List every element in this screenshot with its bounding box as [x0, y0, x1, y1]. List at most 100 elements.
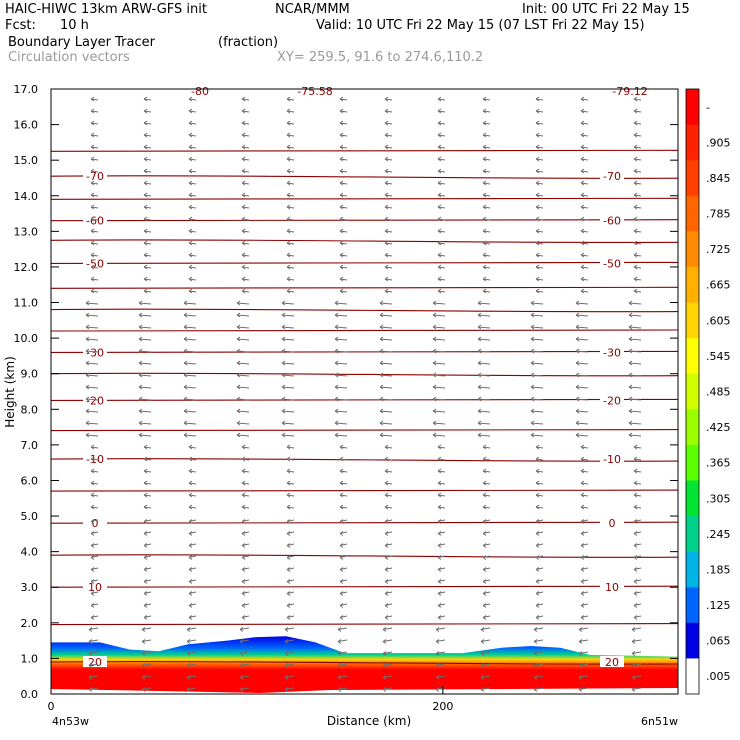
circulation-vector [339, 603, 348, 608]
circulation-vector [432, 360, 446, 366]
circulation-vector [535, 108, 544, 114]
circulation-vector [188, 543, 197, 548]
circulation-vector [628, 300, 642, 306]
y-tick-label: 3.0 [21, 581, 39, 594]
circulation-vector [432, 396, 446, 402]
circulation-vector [379, 300, 393, 306]
circulation-vector [633, 543, 642, 548]
circulation-vector [281, 360, 295, 366]
contour-label-bg [600, 453, 624, 465]
circulation-vector [578, 663, 589, 668]
circulation-vector [88, 687, 99, 692]
circulation-vector [628, 396, 642, 402]
circulation-vector [535, 519, 544, 524]
circulation-vector [281, 300, 295, 306]
circulation-vector [334, 300, 348, 306]
circulation-vector [435, 627, 446, 632]
circulation-vector [482, 228, 491, 234]
circulation-vector [477, 384, 491, 390]
circulation-vector [482, 264, 491, 270]
circulation-vector [286, 252, 295, 258]
temperature-contour [50, 489, 679, 492]
circulation-vector [188, 276, 197, 282]
circulation-vector [339, 216, 348, 222]
circulation-vector [188, 444, 197, 450]
circulation-vector [580, 216, 589, 222]
circulation-vector [241, 216, 250, 222]
circulation-vector [437, 456, 446, 462]
circulation-vector [382, 675, 393, 680]
circulation-vector [337, 627, 348, 632]
circulation-vector [575, 420, 589, 426]
colorbar-swatch [686, 622, 699, 660]
circulation-vector [339, 204, 348, 210]
circulation-vector [530, 432, 544, 438]
y-tick-label: 10.0 [14, 332, 39, 345]
circulation-vector [90, 579, 99, 584]
circulation-vector [241, 480, 250, 486]
colorbar-swatch [686, 516, 699, 553]
circulation-vector [141, 675, 152, 680]
circulation-vector [286, 531, 295, 536]
circulation-vector [339, 480, 348, 486]
circulation-vector [339, 555, 348, 560]
circulation-vector [241, 591, 250, 596]
circulation-vector [339, 468, 348, 474]
colorbar-label: - [706, 101, 710, 114]
colorbar-swatch [686, 124, 699, 161]
circulation-vector [241, 504, 250, 510]
circulation-vector [183, 372, 197, 378]
circulation-vector [628, 312, 642, 318]
colorbar-label: .365 [706, 457, 731, 470]
circulation-vector [339, 519, 348, 524]
circulation-vector [339, 120, 348, 126]
circulation-vector [241, 555, 250, 560]
circulation-vector [480, 627, 491, 632]
circulation-vector [382, 663, 393, 668]
circulation-vector [633, 456, 642, 462]
contour-label: -20 [86, 394, 104, 407]
contour-label-bg [600, 257, 624, 269]
circulation-vector [236, 408, 250, 414]
circulation-vector [633, 168, 642, 174]
temperature-contour [50, 175, 679, 179]
temperature-contour [50, 286, 679, 289]
circulation-vector [633, 504, 642, 510]
circulation-vector [339, 96, 348, 102]
colorbar-swatch [686, 89, 699, 126]
circulation-vector [183, 408, 197, 414]
circulation-vector [183, 348, 197, 354]
circulation-vector [183, 300, 197, 306]
circulation-vector [633, 252, 642, 258]
circulation-vector [530, 360, 544, 366]
circulation-vector [384, 543, 393, 548]
circulation-vector [384, 264, 393, 270]
valid-time: Valid: 10 UTC Fri 22 May 15 (07 LST Fri … [316, 18, 645, 33]
circulation-vector [580, 276, 589, 282]
circulation-vector [334, 396, 348, 402]
circulation-vector [482, 555, 491, 560]
circulation-vector [535, 615, 544, 620]
circulation-vector [633, 156, 642, 162]
circulation-vector [432, 420, 446, 426]
circulation-vector [533, 663, 544, 668]
circulation-vector [241, 144, 250, 150]
circulation-vector [143, 555, 152, 560]
xy-range: XY= 259.5, 91.6 to 274.6,110.2 [277, 50, 484, 65]
circulation-vector [85, 348, 99, 354]
circulation-vector [384, 531, 393, 536]
circulation-vector [384, 240, 393, 246]
circulation-vector [535, 96, 544, 102]
init-time: Init: 00 UTC Fri 22 May 15 [522, 2, 690, 17]
circulation-vector [477, 408, 491, 414]
circulation-vector [384, 456, 393, 462]
circulation-vector [241, 603, 250, 608]
circulation-vector [143, 108, 152, 114]
colorbar-swatch [686, 195, 699, 232]
circulation-vector [535, 216, 544, 222]
circulation-vector [286, 504, 295, 510]
circulation-vector [482, 192, 491, 198]
y-axis-title: Height (km) [3, 356, 17, 427]
contour-label-bg [83, 257, 107, 269]
circulation-vector [286, 603, 295, 608]
